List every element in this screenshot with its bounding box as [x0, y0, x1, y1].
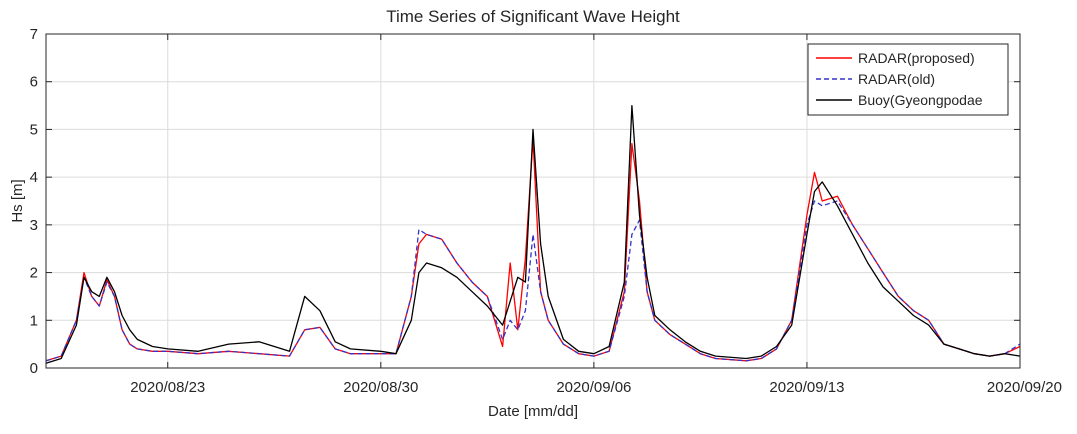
y-tick-label: 4: [30, 169, 38, 186]
legend-label: Buoy(Gyeongpodae: [858, 92, 983, 108]
y-tick-label: 3: [30, 217, 38, 234]
series-line-buoy-gyeongpodae: [45, 104, 1021, 364]
legend-label: RADAR(proposed): [858, 50, 975, 66]
y-tick-label: 7: [30, 26, 38, 43]
x-tick-label: 2020/08/30: [343, 379, 418, 396]
plot-frame: [45, 33, 1021, 369]
y-tick-label: 5: [30, 121, 38, 138]
y-tick-label: 0: [30, 360, 38, 377]
y-tick-label: 6: [30, 74, 38, 91]
series-line-radar-proposed: [45, 138, 1021, 362]
x-tick-label: 2020/08/23: [130, 379, 205, 396]
legend: RADAR(proposed) RADAR(old) Buoy(Gyeongpoda…: [807, 43, 1009, 116]
chart-title: Time Series of Significant Wave Height: [386, 7, 680, 26]
x-tick-label: 2020/09/20: [987, 379, 1062, 396]
x-axis-label: Date [mm/dd]: [488, 403, 578, 420]
x-tick-label: 2020/09/13: [769, 379, 844, 396]
y-tick-label: 1: [30, 312, 38, 329]
y-axis-label: Hs [m]: [9, 179, 26, 222]
series-line-radar-old: [45, 200, 1021, 362]
legend-label: RADAR(old): [858, 71, 935, 87]
series-lines: [45, 104, 1021, 364]
x-tick-label: 2020/09/06: [556, 379, 631, 396]
y-tick-label: 2: [30, 265, 38, 282]
axis-ticks: 0 1 2 3 4 5 6 7 2020/08/23 2020/08/30 2020/09/06 20…: [30, 26, 1062, 396]
